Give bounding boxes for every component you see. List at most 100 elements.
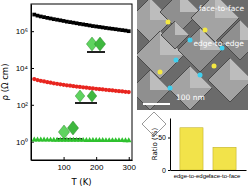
data-point [81, 22, 85, 26]
y-tick-label: 10⁴ [16, 64, 29, 73]
data-point [62, 19, 66, 23]
sem-image: face-to-face edge-to-edge 100 nm [128, 0, 248, 110]
image-annotation: 100 nm [176, 93, 205, 102]
x-tick: edge-to-edge [174, 170, 210, 179]
data-point [32, 13, 36, 17]
octahedron-icon [75, 90, 85, 102]
data-point [36, 14, 40, 18]
octahedron-icon [67, 121, 78, 135]
data-point [49, 17, 53, 21]
figure: 100 200 300 10⁰ 10² 10⁴ 10⁶ T (K) ρ (Ω cm) face-t… [0, 0, 248, 189]
data-point [114, 27, 118, 31]
face-marker [212, 64, 217, 69]
data-point [78, 22, 82, 26]
x-tick: face-to-face [209, 170, 241, 179]
y-axis: 0 50 [158, 119, 170, 174]
x-axis: edge-to-edgeface-to-face [171, 170, 247, 179]
data-point [71, 21, 75, 25]
x-tick: 200 [90, 157, 104, 172]
crystal-facet [180, 0, 200, 12]
y-axis-line [170, 119, 171, 171]
crystal [137, 70, 170, 110]
y-axis-title: ρ (Ω cm) [0, 64, 10, 101]
data-point [58, 18, 62, 22]
face-marker [203, 28, 208, 33]
data-points [31, 13, 131, 142]
x-axis: 100 200 300 [32, 157, 137, 172]
data-point [107, 27, 111, 31]
series [32, 13, 130, 33]
substrate-icon [87, 51, 105, 53]
data-point [120, 28, 124, 32]
data-point [127, 90, 131, 94]
y-tick: 50 [158, 134, 170, 141]
data-point [65, 20, 69, 24]
face-marker [166, 20, 171, 25]
y-tick-label: 0 [162, 167, 166, 174]
image-annotation: face-to-face [199, 4, 244, 13]
y-tick-label: 10⁶ [16, 27, 28, 36]
data-point [55, 18, 59, 22]
crystal-icons [56, 37, 106, 140]
bars [180, 128, 236, 170]
face-marker [158, 70, 163, 75]
crystal [168, 66, 212, 110]
x-axis-line [171, 170, 247, 171]
data-point [94, 25, 98, 29]
y-tick-label: 50 [158, 134, 166, 141]
bar [213, 147, 236, 170]
crystal-facet [230, 58, 248, 80]
data-point [104, 26, 108, 30]
data-point [42, 15, 46, 19]
plot-frame [31, 4, 132, 160]
x-tick-label: 200 [90, 163, 104, 172]
x-tick-label: edge-to-edge [174, 173, 210, 179]
x-tick: 100 [57, 157, 71, 172]
data-point [124, 29, 128, 33]
data-point [52, 17, 56, 21]
y-tick-label: 10⁰ [16, 138, 28, 147]
crystal-facet [150, 70, 170, 90]
data-point [39, 15, 43, 19]
y-tick-label: 10² [16, 101, 28, 110]
series [32, 77, 131, 94]
edge-marker [168, 86, 173, 91]
y-tick-mark [168, 170, 170, 171]
data-point [85, 23, 89, 27]
y-tick: 0 [162, 167, 170, 174]
x-tick-label: 300 [123, 163, 137, 172]
data-point [88, 24, 92, 28]
crystal-facet [175, 21, 189, 35]
image-annotation: edge-to-edge [193, 39, 244, 48]
data-point [126, 137, 132, 142]
octahedron-icon [87, 90, 97, 102]
series [31, 137, 131, 143]
data-point [68, 20, 72, 24]
y-axis-title: Ratio (%) [151, 128, 159, 161]
data-point [117, 28, 121, 32]
crystal-facet [240, 20, 248, 40]
edge-marker [188, 38, 193, 43]
octahedron-icon [94, 37, 105, 51]
resistivity-chart: 100 200 300 10⁰ 10² 10⁴ 10⁶ T (K) ρ (Ω cm) [0, 4, 136, 187]
crystal [161, 21, 189, 49]
x-tick-label: 100 [57, 163, 71, 172]
data-point [127, 29, 131, 33]
data-point [45, 16, 49, 20]
edge-marker [198, 73, 203, 78]
ratio-chart: 0 50 edge-to-edgeface-to-face Ratio (%) [142, 112, 247, 179]
x-axis-title: T (K) [70, 177, 91, 187]
x-tick: 300 [123, 157, 137, 172]
data-point [91, 24, 95, 28]
scale-bar [143, 103, 170, 105]
edge-marker [174, 58, 179, 63]
data-point [75, 21, 79, 25]
data-point [98, 25, 102, 29]
substrate-icon [75, 102, 97, 104]
x-tick-label: face-to-face [209, 173, 241, 179]
crystal [208, 58, 248, 102]
y-tick-mark [168, 138, 170, 139]
crystal-facet [190, 66, 212, 88]
data-point [111, 27, 115, 31]
data-point [101, 26, 105, 30]
